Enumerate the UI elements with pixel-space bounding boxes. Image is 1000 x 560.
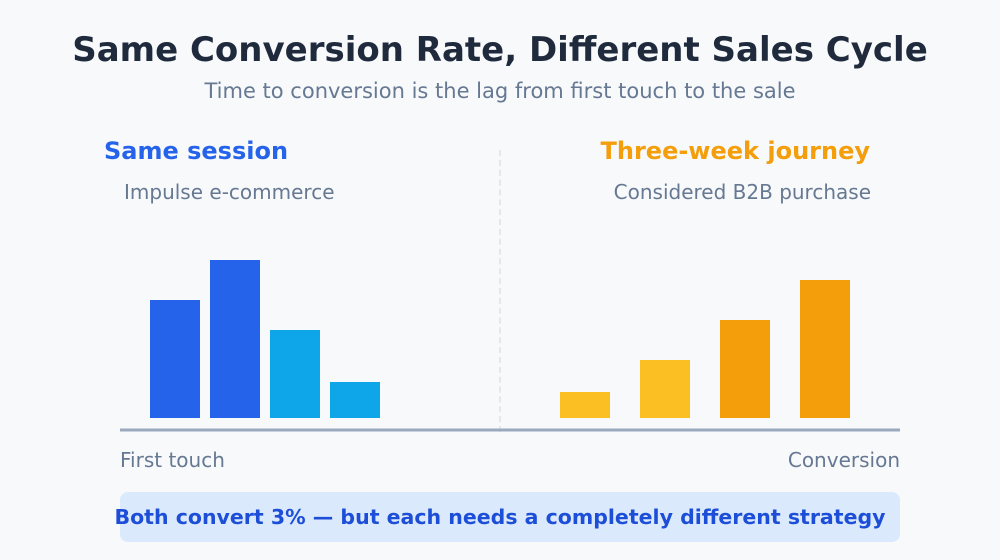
left-bar-3 bbox=[270, 330, 320, 418]
axis-start-label: First touch bbox=[120, 448, 225, 472]
right-bar-3 bbox=[720, 320, 770, 418]
callout-box bbox=[120, 492, 900, 542]
left-bar-1 bbox=[150, 300, 200, 418]
left-series-bars bbox=[150, 260, 380, 418]
page-title: Same Conversion Rate, Different Sales Cy… bbox=[72, 30, 928, 70]
axis-end-label: Conversion bbox=[787, 448, 900, 472]
right-panel-description: Considered B2B purchase bbox=[613, 180, 871, 204]
left-bar-4 bbox=[330, 382, 380, 418]
callout-text: Both convert 3% — but each needs a compl… bbox=[114, 505, 886, 529]
page-subtitle: Time to conversion is the lag from first… bbox=[204, 79, 796, 103]
right-bar-1 bbox=[560, 392, 610, 418]
left-bar-2 bbox=[210, 260, 260, 418]
left-panel-description: Impulse e-commerce bbox=[124, 180, 335, 204]
left-panel-heading: Same session bbox=[104, 137, 289, 165]
panel-divider bbox=[499, 150, 501, 432]
right-bar-4 bbox=[800, 280, 850, 418]
right-panel-heading: Three-week journey bbox=[600, 137, 871, 165]
right-series-bars bbox=[560, 280, 850, 418]
right-bar-2 bbox=[640, 360, 690, 418]
